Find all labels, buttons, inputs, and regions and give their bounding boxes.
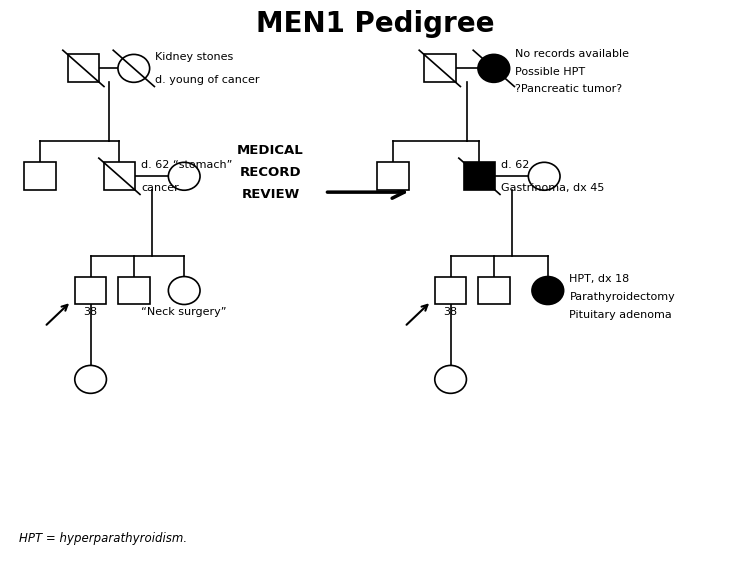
Text: MEDICAL: MEDICAL [237,144,304,157]
Text: Pituitary adenoma: Pituitary adenoma [569,310,672,320]
Bar [377,162,409,190]
Text: “Neck surgery”: “Neck surgery” [142,307,227,318]
Text: ?Pancreatic tumor?: ?Pancreatic tumor? [515,84,622,94]
Bar [478,277,510,305]
Circle shape [435,365,466,393]
Circle shape [75,365,106,393]
Bar [104,162,135,190]
Bar [424,55,456,82]
Text: Possible HPT: Possible HPT [515,66,586,76]
Text: 38: 38 [443,307,458,318]
Text: d. 62 “stomach”: d. 62 “stomach” [141,160,232,170]
Bar [24,162,56,190]
Text: cancer: cancer [141,183,178,193]
Bar [464,162,495,190]
Text: Kidney stones: Kidney stones [155,52,234,62]
Text: d. 62: d. 62 [501,160,530,170]
Text: No records available: No records available [515,49,629,60]
Text: HPT = hyperparathyroidism.: HPT = hyperparathyroidism. [19,532,187,545]
Text: MEN1 Pedigree: MEN1 Pedigree [256,10,494,38]
Bar [435,277,466,305]
Bar [118,277,150,305]
Circle shape [528,162,560,190]
Bar [75,277,106,305]
Text: 38: 38 [83,307,98,318]
Circle shape [168,277,200,305]
Text: d. young of cancer: d. young of cancer [155,75,260,85]
Bar [68,55,99,82]
Text: RECORD: RECORD [240,166,302,179]
Circle shape [118,55,150,82]
Text: Parathyroidectomy: Parathyroidectomy [569,292,675,302]
Circle shape [168,162,200,190]
Circle shape [532,277,564,305]
Text: REVIEW: REVIEW [242,188,300,202]
Circle shape [478,55,510,82]
Text: Gastrinoma, dx 45: Gastrinoma, dx 45 [501,183,605,193]
Text: HPT, dx 18: HPT, dx 18 [569,274,630,284]
